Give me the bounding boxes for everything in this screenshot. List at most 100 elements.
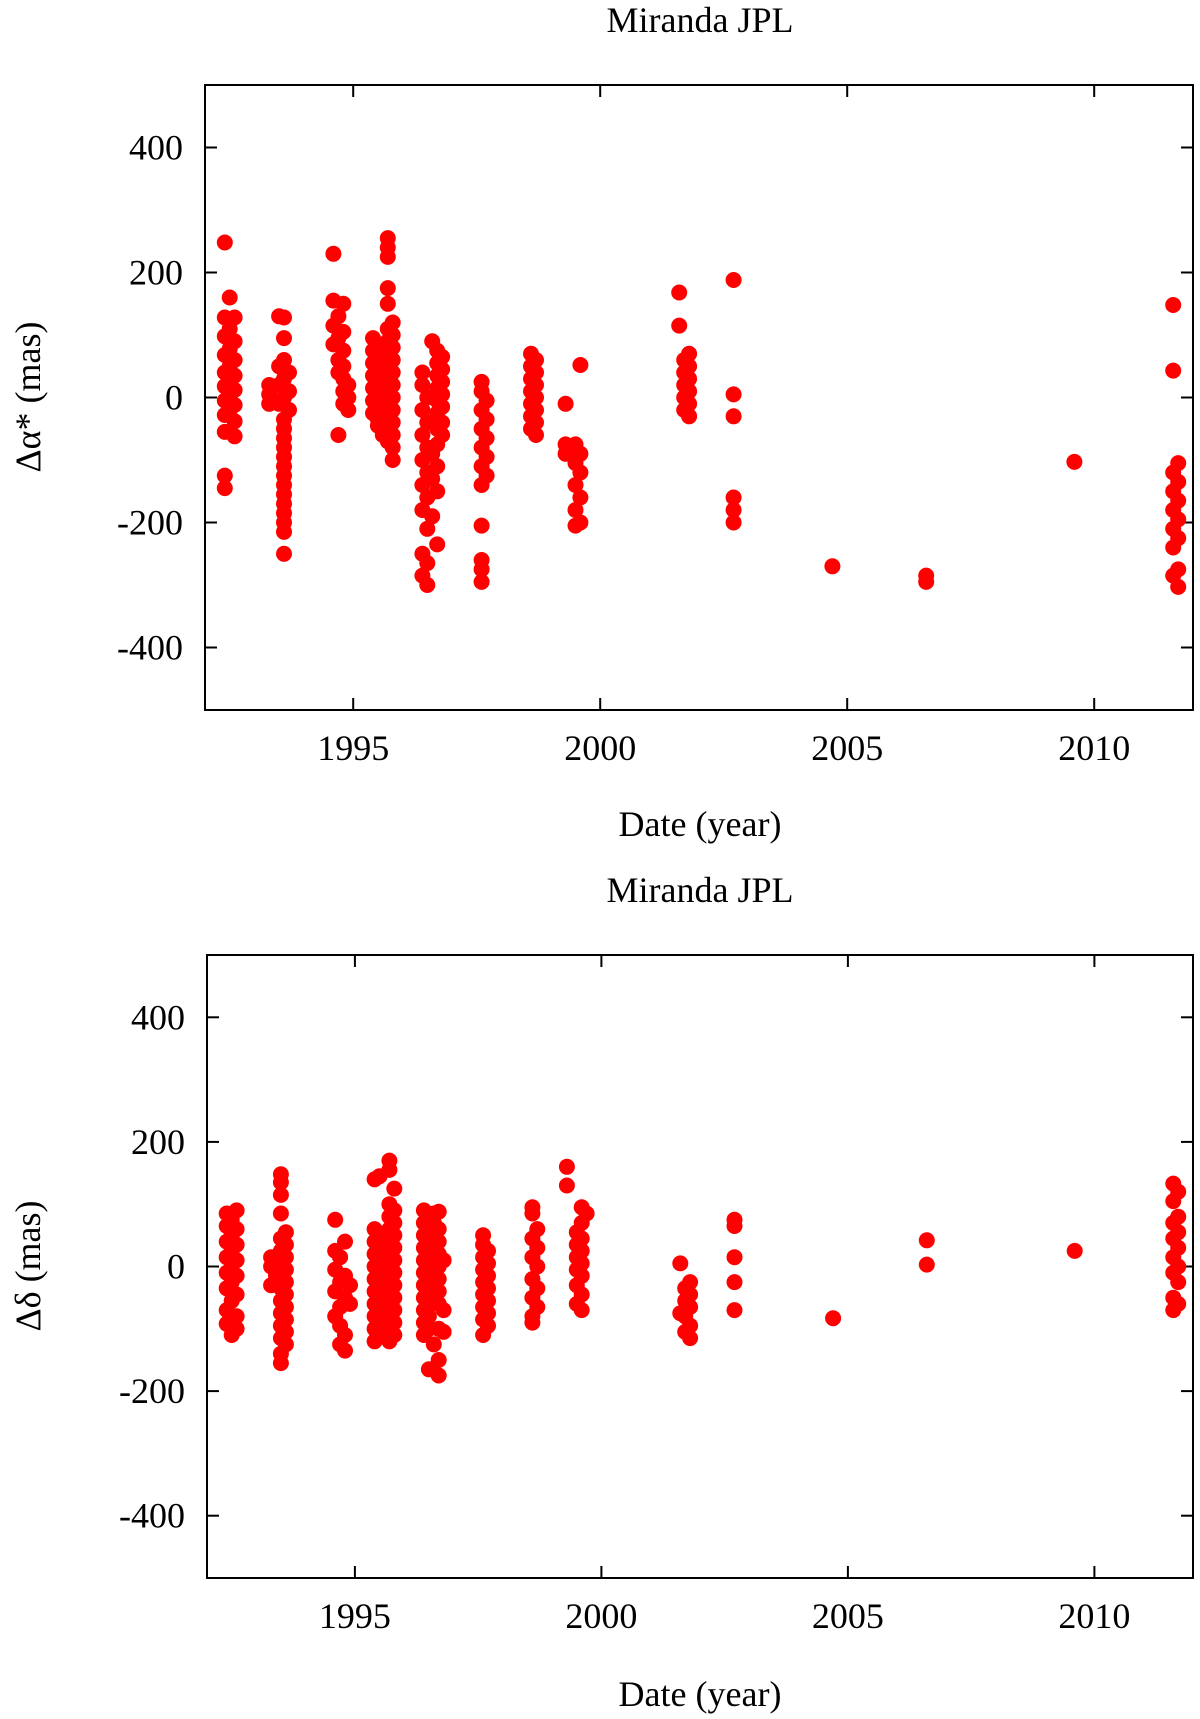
- data-point: [216, 234, 233, 251]
- data-point: [725, 272, 742, 288]
- data-point: [414, 402, 431, 418]
- data-point: [419, 577, 436, 593]
- data-point: [573, 1302, 590, 1319]
- data-series: [216, 230, 1187, 595]
- data-point: [1165, 362, 1182, 379]
- data-point: [226, 428, 243, 445]
- data-point: [726, 1274, 743, 1291]
- data-point: [337, 1342, 353, 1359]
- data-point: [1066, 1242, 1083, 1259]
- data-point: [473, 573, 490, 590]
- x-tick-label: 2005: [811, 728, 883, 768]
- y-tick-label: 400: [131, 997, 185, 1037]
- data-point: [337, 1233, 353, 1250]
- data-point: [430, 1352, 447, 1368]
- data-point: [918, 1256, 935, 1273]
- y-axis-label: Δδ (mas): [8, 1200, 48, 1331]
- data-point: [473, 477, 490, 493]
- data-point: [366, 1333, 383, 1350]
- data-point: [276, 309, 292, 326]
- data-point: [223, 1327, 240, 1343]
- data-point: [558, 1177, 575, 1194]
- data-point: [429, 458, 446, 475]
- data-point: [473, 561, 490, 578]
- data-point: [557, 395, 574, 412]
- data-point: [424, 508, 441, 525]
- data-point: [725, 514, 742, 531]
- data-point: [824, 558, 841, 575]
- data-point: [384, 439, 401, 456]
- data-point: [572, 489, 589, 506]
- data-point: [473, 517, 490, 534]
- data-point: [1170, 1274, 1187, 1291]
- data-point: [528, 427, 544, 443]
- data-point: [414, 427, 431, 443]
- data-point: [725, 502, 742, 518]
- data-point: [272, 1205, 289, 1222]
- data-point: [327, 1211, 344, 1228]
- data-point: [725, 489, 742, 506]
- data-point: [425, 1336, 442, 1353]
- data-point: [529, 1258, 546, 1275]
- data-point: [276, 330, 292, 347]
- data-point: [429, 536, 446, 553]
- data-point: [475, 1327, 492, 1343]
- data-point: [381, 1161, 398, 1178]
- data-point: [414, 377, 431, 393]
- chart-title: Miranda JPL: [607, 870, 794, 910]
- data-point: [726, 1249, 743, 1266]
- panel-ra-offset: Miranda JPL Date (year) Δα* (mas) -400 -2…: [8, 0, 1194, 844]
- data-point: [276, 523, 292, 540]
- data-point: [330, 427, 347, 443]
- data-point: [424, 470, 441, 487]
- plot-frame: [206, 954, 1194, 1579]
- data-point: [340, 402, 357, 418]
- y-tick-label: -400: [119, 1496, 185, 1536]
- data-point: [435, 1302, 452, 1319]
- data-point: [386, 1180, 403, 1197]
- data-point: [379, 248, 396, 265]
- data-point: [325, 245, 342, 262]
- data-point: [384, 452, 401, 468]
- data-point: [1066, 453, 1083, 470]
- y-tick-label: 0: [167, 1247, 185, 1287]
- data-point: [226, 413, 243, 430]
- data-point: [567, 502, 584, 518]
- x-tick-label: 2000: [565, 1596, 637, 1636]
- data-point: [342, 1295, 358, 1312]
- data-point: [1170, 578, 1187, 595]
- data-point: [221, 289, 238, 306]
- y-tick-label: 400: [129, 128, 183, 168]
- y-tick-label: 0: [165, 378, 183, 418]
- x-axis-label: Date (year): [619, 804, 782, 844]
- data-point: [567, 477, 584, 493]
- y-axis-label: Δα* (mas): [8, 322, 48, 473]
- data-series: [218, 1152, 1187, 1384]
- data-point: [216, 467, 233, 484]
- data-point: [725, 408, 742, 425]
- data-point: [558, 1158, 575, 1175]
- data-point: [572, 464, 589, 481]
- y-tick-label: 200: [131, 1122, 185, 1162]
- data-point: [379, 295, 396, 312]
- data-point: [681, 408, 698, 425]
- data-point: [216, 480, 233, 497]
- data-point: [419, 555, 436, 572]
- data-point: [725, 386, 742, 403]
- x-tick-label: 2010: [1058, 728, 1130, 768]
- data-point: [381, 1333, 398, 1350]
- data-point: [671, 284, 688, 301]
- data-point: [726, 1302, 743, 1319]
- data-point: [671, 317, 688, 334]
- data-point: [1165, 1193, 1182, 1210]
- data-point: [272, 1186, 289, 1203]
- data-point: [524, 1205, 541, 1222]
- data-point: [424, 445, 441, 462]
- data-point: [524, 1314, 541, 1331]
- data-point: [419, 520, 436, 537]
- x-tick-label: 2005: [812, 1596, 884, 1636]
- data-point: [672, 1255, 689, 1272]
- data-point: [414, 364, 431, 381]
- data-point: [379, 280, 396, 297]
- panel-dec-offset: Miranda JPL Date (year) Δδ (mas) -400 -20…: [8, 870, 1194, 1714]
